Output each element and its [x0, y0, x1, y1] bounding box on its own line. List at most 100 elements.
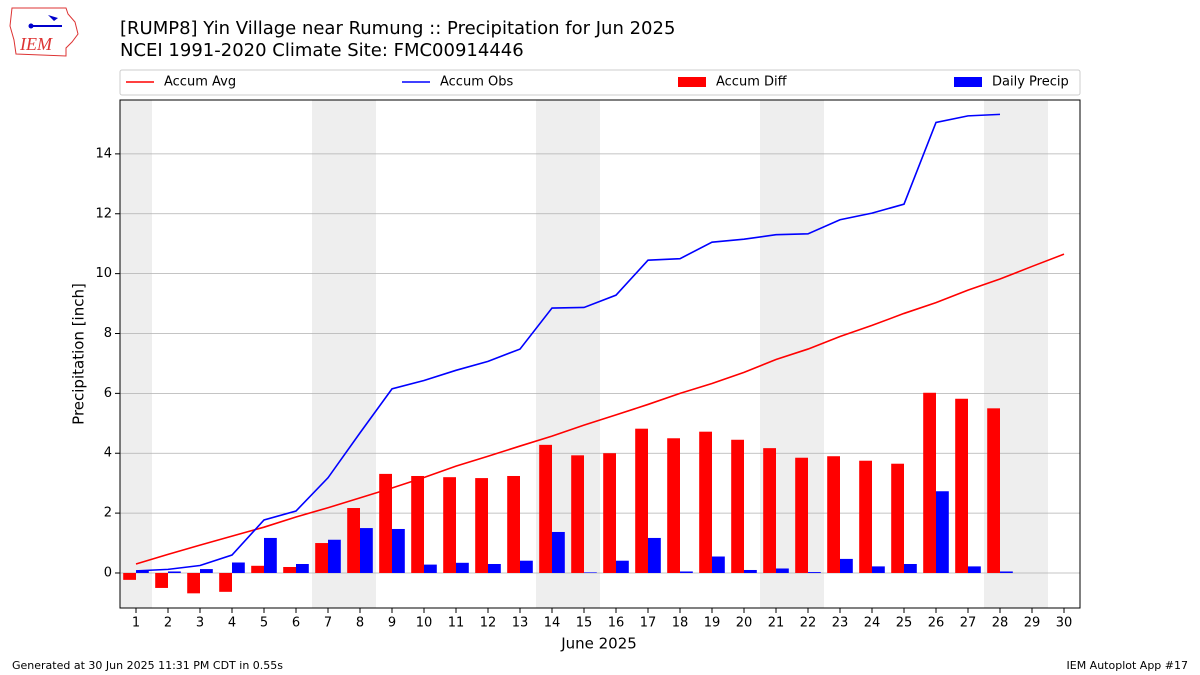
- bar: [987, 408, 1000, 573]
- bar: [712, 556, 725, 573]
- bar: [808, 572, 821, 573]
- y-tick-label: 4: [104, 446, 112, 461]
- y-tick-label: 12: [95, 206, 112, 221]
- bar: [904, 563, 917, 573]
- plot-frame: [119, 99, 1081, 609]
- bar: [168, 571, 181, 573]
- weekend-shade: [120, 100, 152, 608]
- x-tick-label: 23: [832, 616, 849, 631]
- x-tick-label: 25: [896, 616, 913, 631]
- x-tick-label: 10: [416, 616, 433, 631]
- legend-box: [119, 69, 1081, 96]
- legend-swatch: [954, 77, 982, 87]
- bar: [232, 562, 245, 573]
- x-tick-label: 3: [196, 616, 204, 631]
- bar: [379, 473, 392, 573]
- legend-label: Daily Precip: [992, 75, 1069, 90]
- bar: [155, 572, 168, 588]
- x-tick-label: 20: [736, 616, 753, 631]
- bar: [200, 569, 213, 573]
- x-tick-label: 28: [992, 616, 1009, 631]
- y-axis-label: Precipitation [inch]: [70, 283, 88, 425]
- y-tick-label: 8: [104, 326, 112, 341]
- logo-outline: [9, 7, 79, 57]
- y-tick-label: 0: [104, 565, 112, 580]
- x-tick-label: 13: [512, 616, 529, 631]
- bar: [539, 444, 552, 573]
- bar: [488, 563, 501, 573]
- x-tick-label: 21: [768, 616, 785, 631]
- x-tick-label: 15: [576, 616, 593, 631]
- y-tick-label: 14: [95, 146, 112, 161]
- x-tick-label: 24: [864, 616, 881, 631]
- x-tick-label: 16: [608, 616, 625, 631]
- bar: [731, 439, 744, 573]
- line: [135, 113, 1001, 572]
- x-tick-label: 17: [640, 616, 657, 631]
- bar: [955, 398, 968, 573]
- x-tick-label: 6: [292, 616, 300, 631]
- bar: [219, 572, 232, 592]
- chart-subtitle: NCEI 1991-2020 Climate Site: FMC00914446: [120, 40, 524, 61]
- bar: [923, 392, 936, 573]
- bar: [507, 475, 520, 573]
- bar: [456, 562, 469, 573]
- bar: [616, 560, 629, 573]
- x-tick-label: 5: [260, 616, 268, 631]
- x-tick-label: 9: [388, 616, 396, 631]
- logo-text: IEM: [19, 34, 53, 54]
- x-tick-label: 2: [164, 616, 172, 631]
- bar: [795, 457, 808, 573]
- bar: [744, 569, 757, 573]
- plot-area: [120, 100, 1080, 608]
- weekend-shade: [1016, 100, 1048, 608]
- bar: [187, 572, 200, 594]
- bar: [475, 478, 488, 573]
- x-tick-label: 1: [132, 616, 140, 631]
- bar: [360, 528, 373, 573]
- weekend-shade: [312, 100, 344, 608]
- chart-title: [RUMP8] Yin Village near Rumung :: Preci…: [120, 18, 675, 39]
- bar: [123, 572, 136, 580]
- x-tick-label: 30: [1056, 616, 1073, 631]
- bar: [571, 455, 584, 573]
- logo-dot: [28, 23, 34, 29]
- logo: IEM: [9, 7, 79, 57]
- bar: [136, 570, 149, 573]
- bar: [699, 431, 712, 573]
- legend-label: Accum Diff: [716, 75, 788, 90]
- bar: [283, 566, 296, 573]
- x-tick-label: 8: [356, 616, 364, 631]
- x-tick-label: 29: [1024, 616, 1041, 631]
- bar: [776, 568, 789, 573]
- bar: [520, 560, 533, 573]
- bar: [424, 564, 437, 573]
- x-tick-label: 26: [928, 616, 945, 631]
- bar: [635, 428, 648, 573]
- footer-left: Generated at 30 Jun 2025 11:31 PM CDT in…: [12, 659, 283, 672]
- legend-label: Accum Obs: [440, 75, 513, 90]
- footer-right: IEM Autoplot App #17: [1067, 659, 1189, 672]
- bar: [1000, 571, 1013, 573]
- bar: [827, 456, 840, 573]
- x-tick-label: 11: [448, 616, 465, 631]
- bar: [296, 563, 309, 573]
- bar: [680, 571, 693, 573]
- legend-swatch: [678, 77, 706, 87]
- bar: [443, 477, 456, 573]
- x-axis-label: June 2025: [560, 635, 637, 653]
- x-tick-label: 18: [672, 616, 689, 631]
- bar: [936, 491, 949, 573]
- bar: [648, 537, 661, 573]
- bar: [328, 539, 341, 573]
- bar: [891, 463, 904, 573]
- x-tick-label: 14: [544, 616, 561, 631]
- bar: [251, 565, 264, 573]
- bar: [763, 448, 776, 573]
- line: [135, 253, 1065, 565]
- x-tick-label: 7: [324, 616, 332, 631]
- bar: [968, 566, 981, 573]
- bar: [859, 460, 872, 573]
